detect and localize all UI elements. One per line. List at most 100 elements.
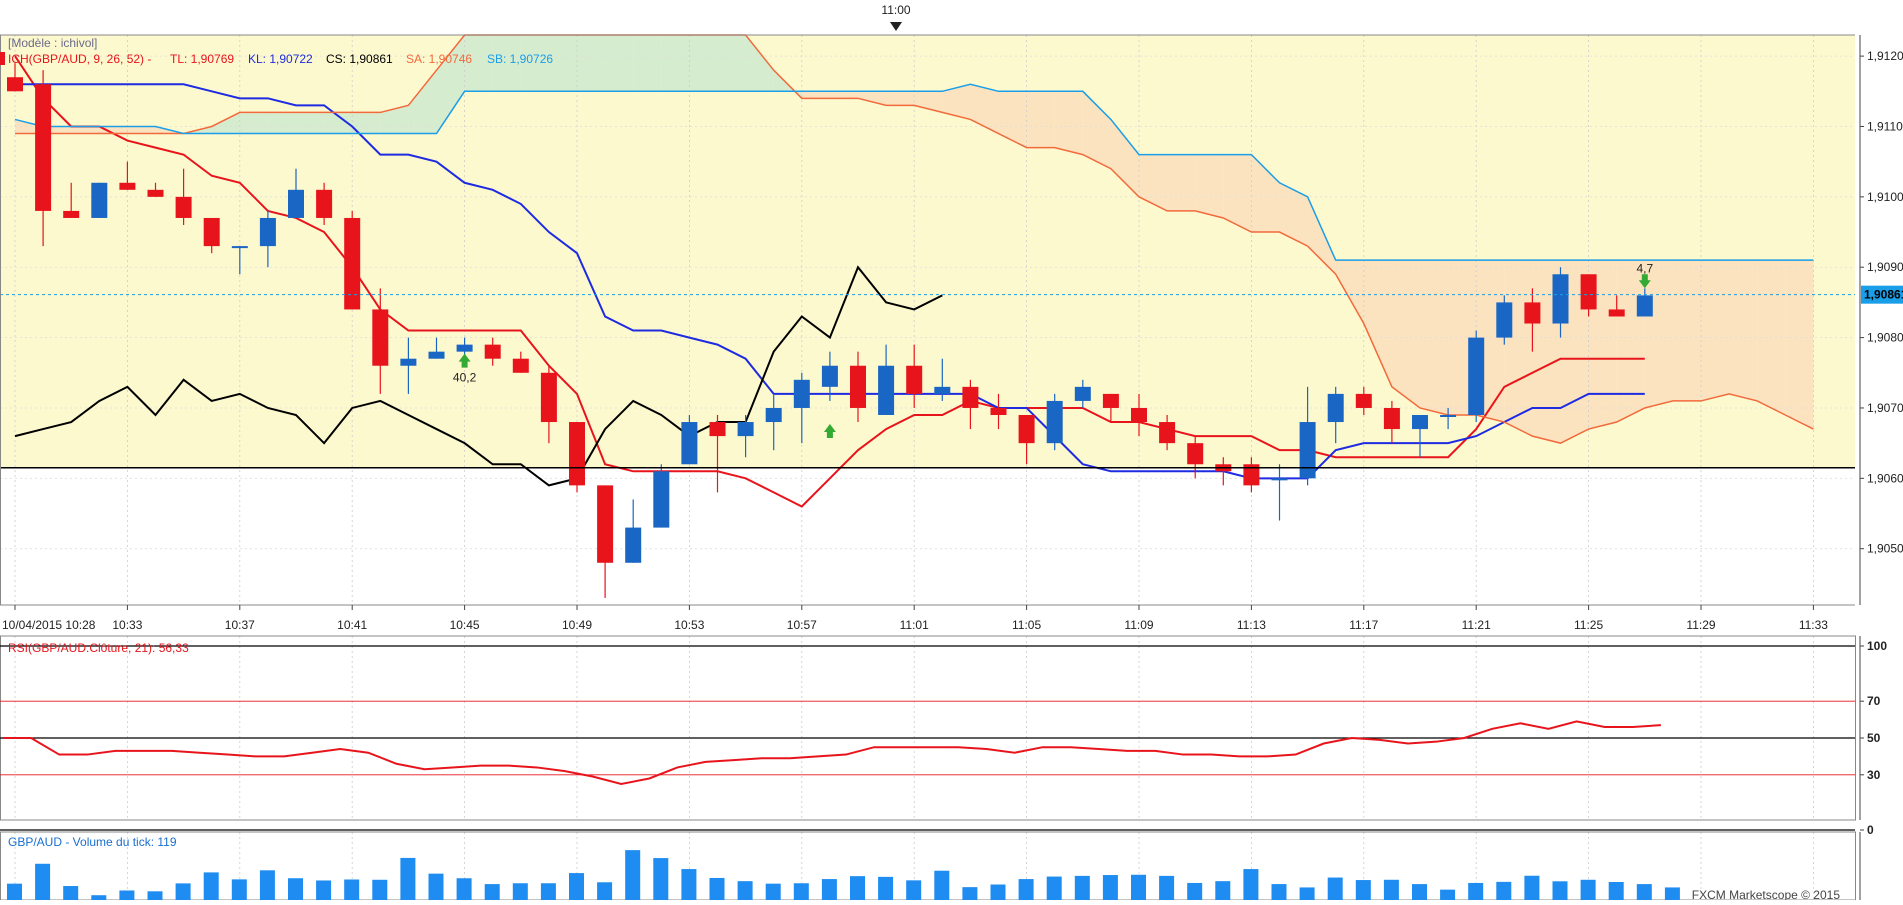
volume-bar[interactable] [653, 858, 669, 900]
candle-body[interactable] [653, 471, 670, 528]
candle-body[interactable] [625, 527, 642, 563]
volume-bar[interactable] [316, 880, 332, 900]
candle-body[interactable] [7, 77, 23, 92]
candle-body[interactable] [1187, 443, 1204, 465]
volume-bar[interactable] [962, 887, 978, 900]
volume-bar[interactable] [119, 890, 135, 900]
candle-body[interactable] [175, 196, 192, 218]
candle-body[interactable] [231, 246, 248, 249]
candle-body[interactable] [1383, 407, 1400, 430]
candle-body[interactable] [512, 358, 529, 373]
volume-bar[interactable] [878, 876, 894, 900]
candle-body[interactable] [737, 422, 754, 437]
candle-body[interactable] [1299, 422, 1316, 479]
volume-bar[interactable] [203, 872, 219, 900]
volume-bar[interactable] [1468, 882, 1484, 900]
candle-body[interactable] [119, 182, 136, 190]
volume-bar[interactable] [850, 876, 865, 900]
volume-bar[interactable] [793, 883, 809, 900]
candle-body[interactable] [1102, 393, 1119, 408]
volume-bar[interactable] [934, 870, 950, 900]
candle-body[interactable] [35, 84, 52, 211]
volume-bar[interactable] [540, 883, 556, 900]
candle-body[interactable] [821, 365, 838, 387]
candle-body[interactable] [1440, 415, 1457, 417]
volume-bar[interactable] [35, 863, 51, 900]
candle-body[interactable] [681, 422, 698, 465]
candle-body[interactable] [1046, 400, 1063, 444]
candle-body[interactable] [428, 351, 445, 359]
volume-bar[interactable] [344, 879, 360, 900]
volume-bar[interactable] [512, 883, 528, 900]
volume-bar[interactable] [1102, 875, 1118, 900]
volume-bar[interactable] [821, 879, 837, 900]
candle-body[interactable] [878, 365, 895, 415]
volume-bar[interactable] [1243, 869, 1259, 900]
candle-body[interactable] [1159, 422, 1176, 444]
candle-body[interactable] [850, 365, 866, 408]
volume-bar[interactable] [1608, 882, 1624, 900]
volume-bar[interactable] [737, 881, 753, 900]
candle-body[interactable] [1018, 415, 1035, 444]
candle-body[interactable] [1243, 464, 1260, 486]
candle-body[interactable] [259, 217, 276, 247]
rsi-panel[interactable]: 100 70 50 30 0 [0, 635, 1887, 837]
volume-bar[interactable] [906, 880, 922, 900]
candle-body[interactable] [1608, 309, 1625, 317]
volume-bar[interactable] [1187, 882, 1203, 900]
volume-bar[interactable] [709, 877, 725, 900]
candle-body[interactable] [597, 485, 614, 563]
candle-body[interactable] [288, 189, 304, 218]
volume-bar[interactable] [1131, 874, 1146, 900]
volume-bar[interactable] [484, 884, 500, 900]
candle-body[interactable] [793, 379, 810, 408]
candle-body[interactable] [765, 407, 782, 423]
volume-bar[interactable] [597, 882, 613, 900]
candle-body[interactable] [1580, 274, 1597, 310]
volume-bar[interactable] [428, 873, 444, 900]
candle-body[interactable] [1271, 478, 1288, 481]
candle-body[interactable] [63, 210, 80, 218]
volume-bar[interactable] [569, 873, 584, 900]
candle-body[interactable] [1468, 337, 1485, 415]
candle-body[interactable] [540, 372, 557, 423]
volume-bar[interactable] [288, 878, 303, 900]
volume-bar[interactable] [372, 879, 388, 900]
volume-bar[interactable] [1215, 881, 1231, 900]
volume-bar[interactable] [147, 891, 163, 900]
candle-body[interactable] [400, 358, 417, 366]
volume-panel[interactable] [0, 831, 1861, 901]
volume-bar[interactable] [1327, 877, 1343, 900]
candle-body[interactable] [990, 407, 1007, 415]
volume-bar[interactable] [63, 886, 79, 900]
candle-body[interactable] [1074, 386, 1091, 401]
candle-body[interactable] [316, 189, 333, 218]
volume-bar[interactable] [625, 850, 641, 900]
volume-bar[interactable] [175, 883, 191, 900]
candle-body[interactable] [1412, 415, 1428, 430]
volume-bar[interactable] [765, 883, 781, 900]
candle-body[interactable] [1636, 295, 1653, 317]
volume-bar[interactable] [1383, 879, 1399, 900]
candle-body[interactable] [1496, 302, 1513, 338]
volume-bar[interactable] [1159, 875, 1175, 900]
volume-bar[interactable] [1636, 884, 1652, 900]
volume-bar[interactable] [1664, 887, 1680, 900]
candle-body[interactable] [1524, 302, 1541, 324]
volume-bar[interactable] [1412, 884, 1427, 900]
candle-body[interactable] [484, 344, 501, 359]
volume-bar[interactable] [990, 884, 1006, 900]
price-panel[interactable]: 40,2 4,7 [0, 34, 1856, 606]
candle-body[interactable] [91, 182, 108, 218]
candle-body[interactable] [1131, 407, 1147, 423]
volume-bar[interactable] [1580, 879, 1596, 900]
volume-bar[interactable] [1299, 887, 1315, 900]
candle-body[interactable] [709, 422, 726, 437]
volume-bar[interactable] [91, 895, 107, 900]
volume-bar[interactable] [1440, 889, 1456, 900]
candle-body[interactable] [1327, 393, 1344, 423]
volume-bar[interactable] [259, 870, 275, 900]
candle-body[interactable] [147, 189, 164, 197]
candle-body[interactable] [962, 386, 979, 408]
